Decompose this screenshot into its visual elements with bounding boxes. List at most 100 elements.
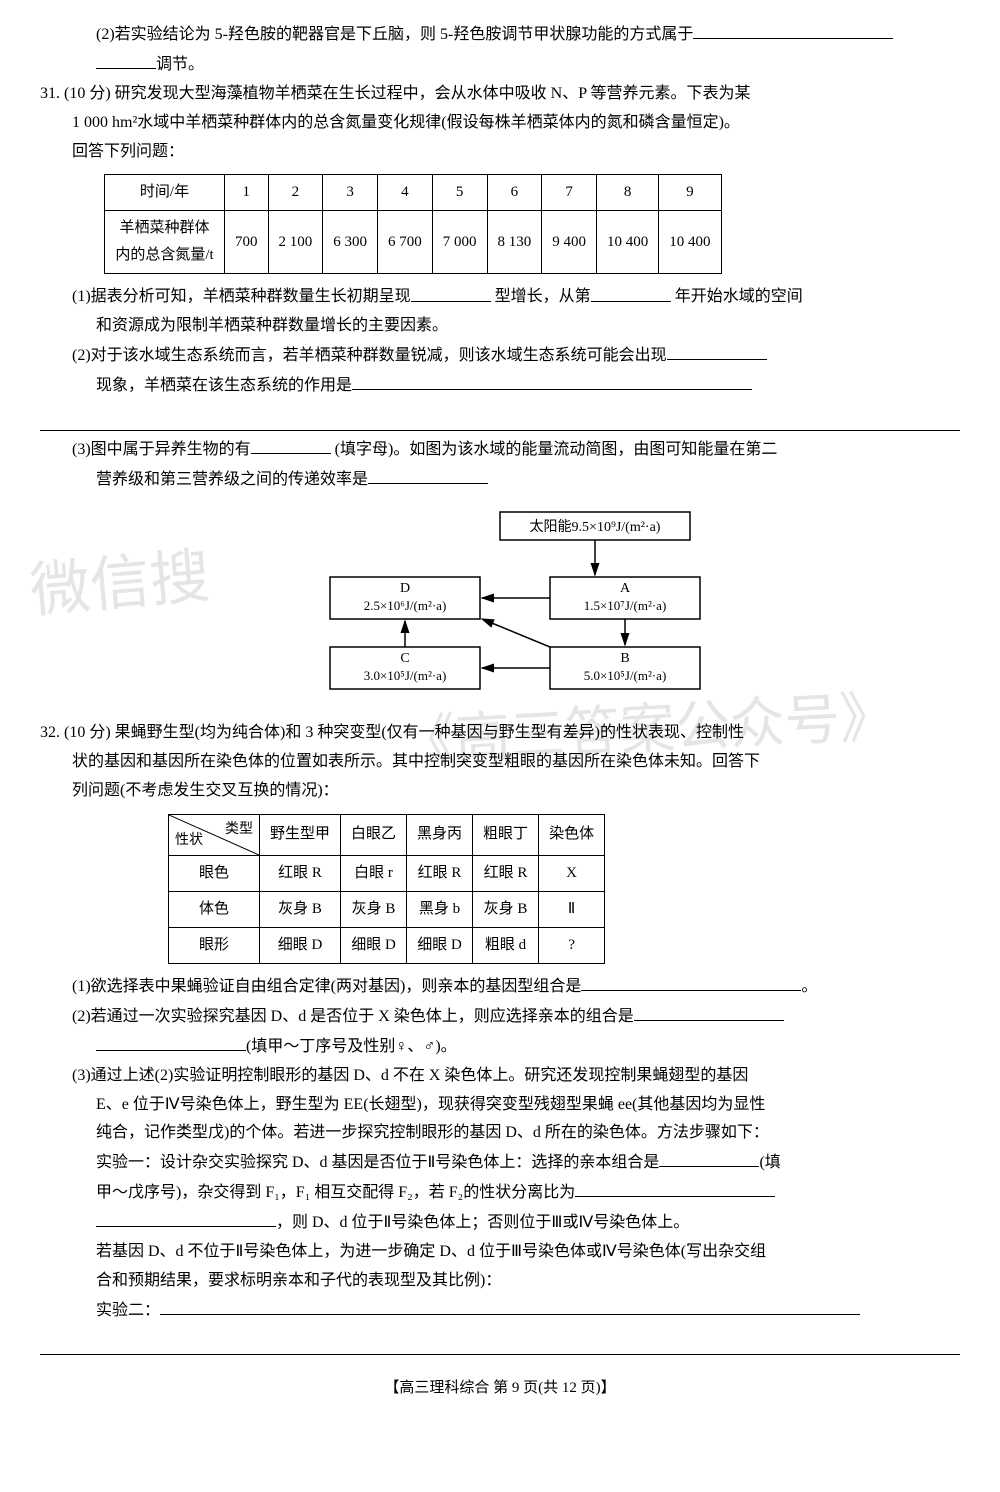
text: 甲～戊序号)，杂交得到 F₁，F₁ 相互交配得 F₂，若 F₂的性状分离比为 [96,1184,575,1201]
blank [368,465,488,484]
table-header: 8 [597,175,659,211]
q31-intro2: 1 000 hm²水域中羊栖菜种群体内的总含氮量变化规律(假设每株羊栖菜体内的氮… [40,109,960,138]
table-header: 粗眼丁 [473,814,539,855]
table-header: 白眼乙 [341,814,407,855]
table-cell: 细眼 D [341,927,407,963]
text: (填甲～丁序号及性别♀、♂)。 [246,1038,457,1055]
table-cell: 8 130 [487,211,542,274]
table-cell: 细眼 D [260,927,341,963]
corner-top: 类型 [225,817,253,842]
blank [96,1208,276,1227]
q31-intro3: 回答下列问题： [40,138,960,167]
blank-line [40,1330,960,1356]
q32-p3j: 实验二： [40,1296,960,1326]
blank [411,282,491,301]
blank [581,972,801,991]
text: (3)图中属于异养生物的有 [72,441,251,458]
q32-p3d: 实验一：设计杂交实验探究 D、d 基因是否位于Ⅱ号染色体上：选择的亲本组合是(填 [40,1148,960,1178]
table-cell: 9 400 [542,211,597,274]
table-row: 时间/年 1 2 3 4 5 6 7 8 9 [105,175,722,211]
q31-p1: (1)据表分析可知，羊栖菜种群数量生长初期呈现 型增长，从第 年开始水域的空间 [40,282,960,312]
blank [693,20,893,39]
table-row: 类型 性状 野生型甲 白眼乙 黑身丙 粗眼丁 染色体 [169,814,605,855]
table-cell: 7 000 [432,211,487,274]
q32: 32. (10 分) 果蝇野生型(均为纯合体)和 3 种突变型(仅有一种基因与野… [40,719,960,748]
q32-p3g: ，则 D、d 位于Ⅱ号染色体上；否则位于Ⅲ或Ⅳ号染色体上。 [40,1208,960,1238]
q32-p3h: 若基因 D、d 不位于Ⅱ号染色体上，为进一步确定 D、d 位于Ⅲ号染色体或Ⅳ号染… [40,1238,960,1267]
table-cell: 眼色 [169,855,260,891]
table-cell: 灰身 B [260,891,341,927]
q32-p3f: 甲～戊序号)，杂交得到 F₁，F₁ 相互交配得 F₂，若 F₂的性状分离比为 [40,1178,960,1208]
table-header: 7 [542,175,597,211]
blank [667,341,767,360]
q32-p2b: (填甲～丁序号及性别♀、♂)。 [40,1032,960,1062]
table-cell: 粗眼 d [473,927,539,963]
q31-intro1: 研究发现大型海藻植物羊栖菜在生长过程中，会从水体中吸收 N、P 等营养元素。下表… [115,85,751,102]
q30-2-suffix-line: 调节。 [40,50,960,80]
blank [352,371,752,390]
svg-text:2.5×10⁶J/(m²·a): 2.5×10⁶J/(m²·a) [364,598,447,613]
text: 营养级和第三营养级之间的传递效率是 [96,471,368,488]
svg-text:1.5×10⁷J/(m²·a): 1.5×10⁷J/(m²·a) [584,598,667,613]
table-row: 眼色 红眼 R 白眼 r 红眼 R 红眼 R X [169,855,605,891]
q32-p3c: 纯合，记作类型戊)的个体。若进一步探究控制眼形的基因 D、d 所在的染色体。方法… [40,1119,960,1148]
q32-points: (10 分) [64,724,111,741]
blank [659,1148,759,1167]
table-cell: 红眼 R [260,855,341,891]
table-cell: 体色 [169,891,260,927]
blank-line [40,405,960,431]
table-cell: X [539,855,605,891]
table-header: 4 [378,175,433,211]
text: (填字母)。如图为该水域的能量流动简图，由图可知能量在第二 [335,441,778,458]
q31-points: (10 分) [64,85,111,102]
q31-p3c: 营养级和第三营养级之间的传递效率是 [40,465,960,495]
q31-table: 时间/年 1 2 3 4 5 6 7 8 9 羊栖菜种群体内的总含氮量/t 70… [104,174,722,274]
table-cell: 6 700 [378,211,433,274]
table-header: 野生型甲 [260,814,341,855]
svg-text:B: B [620,651,629,666]
blank [575,1178,775,1197]
svg-text:C: C [400,651,409,666]
text: 年开始水域的空间 [675,289,803,306]
q32-p1: (1)欲选择表中果蝇验证自由组合定律(两对基因)，则亲本的基因型组合是。 [40,972,960,1002]
table-header: 6 [487,175,542,211]
q32-intro1: 果蝇野生型(均为纯合体)和 3 种突变型(仅有一种基因与野生型有差异)的性状表现… [115,724,744,741]
blank [160,1296,860,1315]
svg-text:3.0×10⁵J/(m²·a): 3.0×10⁵J/(m²·a) [364,668,447,683]
table-header: 5 [432,175,487,211]
text: (2)对于该水域生态系统而言，若羊栖菜种群数量锐减，则该水域生态系统可能会出现 [72,347,667,364]
table-row: 羊栖菜种群体内的总含氮量/t 700 2 100 6 300 6 700 7 0… [105,211,722,274]
table-cell: 细眼 D [407,927,473,963]
table-cell: 灰身 B [473,891,539,927]
text: 实验二： [96,1302,160,1319]
q31: 31. (10 分) 研究发现大型海藻植物羊栖菜在生长过程中，会从水体中吸收 N… [40,80,960,109]
table-cell: 羊栖菜种群体内的总含氮量/t [105,211,225,274]
q30-2-suffix: 调节。 [156,56,204,73]
table-cell: 10 400 [597,211,659,274]
text: (2)若通过一次实验探究基因 D、d 是否位于 X 染色体上，则应选择亲本的组合… [72,1008,634,1025]
q31-p1d: 和资源成为限制羊栖菜种群数量增长的主要因素。 [40,312,960,341]
table-header: 染色体 [539,814,605,855]
table-corner: 类型 性状 [169,814,260,855]
table-header: 黑身丙 [407,814,473,855]
table-cell: 700 [225,211,269,274]
q30-2-text: (2)若实验结论为 5-羟色胺的靶器官是下丘脑，则 5-羟色胺调节甲状腺功能的方… [96,26,693,43]
table-header: 2 [268,175,323,211]
table-row: 体色 灰身 B 灰身 B 黑身 b 灰身 B Ⅱ [169,891,605,927]
q31-p3: (3)图中属于异养生物的有 (填字母)。如图为该水域的能量流动简图，由图可知能量… [40,435,960,465]
corner-bottom: 性状 [175,828,203,853]
page-footer: 【高三理科综合 第 9 页(共 12 页)】 [40,1375,960,1402]
q32-p2a: (2)若通过一次实验探究基因 D、d 是否位于 X 染色体上，则应选择亲本的组合… [40,1002,960,1032]
table-cell: 红眼 R [473,855,539,891]
table-cell: 白眼 r [341,855,407,891]
q32-p3a: (3)通过上述(2)实验证明控制眼形的基因 D、d 不在 X 染色体上。研究还发… [40,1062,960,1091]
table-header: 3 [323,175,378,211]
table-header: 1 [225,175,269,211]
q31-num: 31. [40,80,60,109]
q32-intro2: 状的基因和基因所在染色体的位置如表所示。其中控制突变型粗眼的基因所在染色体未知。… [40,748,960,777]
q32-table: 类型 性状 野生型甲 白眼乙 黑身丙 粗眼丁 染色体 眼色 红眼 R 白眼 r … [168,814,605,964]
table-cell: 眼形 [169,927,260,963]
table-row: 眼形 细眼 D 细眼 D 细眼 D 粗眼 d ? [169,927,605,963]
table-cell: Ⅱ [539,891,605,927]
text: 实验一：设计杂交实验探究 D、d 基因是否位于Ⅱ号染色体上：选择的亲本组合是 [96,1154,659,1171]
